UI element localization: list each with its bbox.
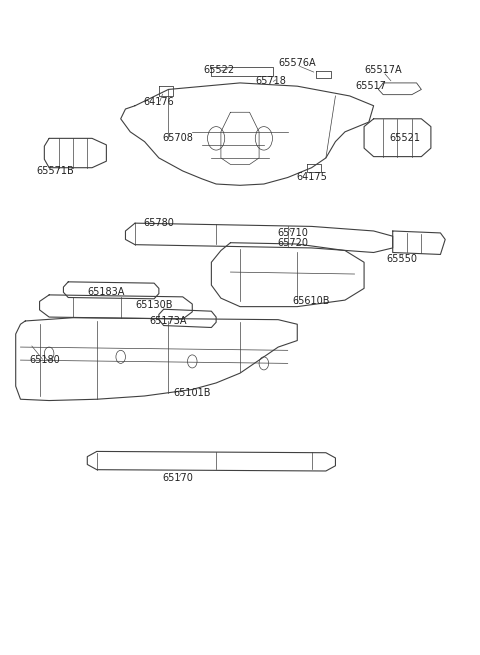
Text: 65718: 65718 bbox=[255, 76, 287, 86]
Text: 65780: 65780 bbox=[144, 218, 174, 228]
Text: 65180: 65180 bbox=[29, 355, 60, 365]
Text: 65522: 65522 bbox=[203, 65, 234, 75]
Text: 65101B: 65101B bbox=[174, 388, 211, 398]
Text: 65130B: 65130B bbox=[135, 300, 173, 310]
Text: 65173A: 65173A bbox=[150, 316, 187, 326]
Text: 65571B: 65571B bbox=[36, 166, 74, 176]
Text: 65183A: 65183A bbox=[88, 287, 125, 297]
Text: 64175: 64175 bbox=[296, 172, 327, 183]
Text: 64176: 64176 bbox=[144, 98, 174, 107]
Text: 65550: 65550 bbox=[387, 254, 418, 264]
Text: 65517: 65517 bbox=[356, 81, 387, 91]
Text: 65517A: 65517A bbox=[364, 65, 402, 75]
Text: 65576A: 65576A bbox=[278, 58, 316, 68]
Text: 65610B: 65610B bbox=[293, 297, 330, 307]
Text: 65710: 65710 bbox=[277, 228, 308, 238]
Text: 65521: 65521 bbox=[389, 134, 420, 143]
Text: 65720: 65720 bbox=[277, 238, 308, 248]
Text: 65708: 65708 bbox=[163, 134, 193, 143]
Text: 65170: 65170 bbox=[163, 472, 193, 483]
